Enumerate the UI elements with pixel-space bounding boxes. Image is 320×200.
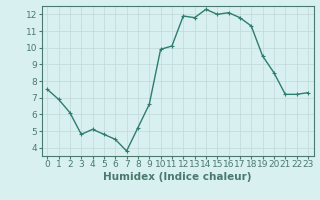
X-axis label: Humidex (Indice chaleur): Humidex (Indice chaleur) [103, 172, 252, 182]
